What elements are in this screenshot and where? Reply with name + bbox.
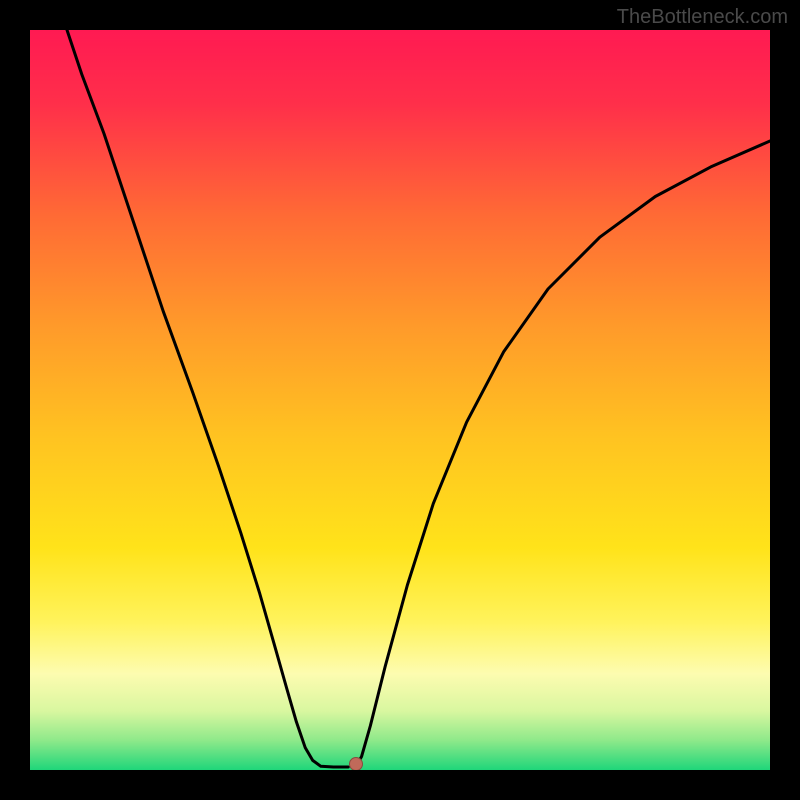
curve-right — [356, 141, 770, 767]
curve-layer — [30, 30, 770, 770]
plot-area — [30, 30, 770, 770]
watermark-text: TheBottleneck.com — [617, 6, 788, 29]
minimum-marker — [349, 757, 363, 770]
curve-left — [67, 30, 348, 767]
